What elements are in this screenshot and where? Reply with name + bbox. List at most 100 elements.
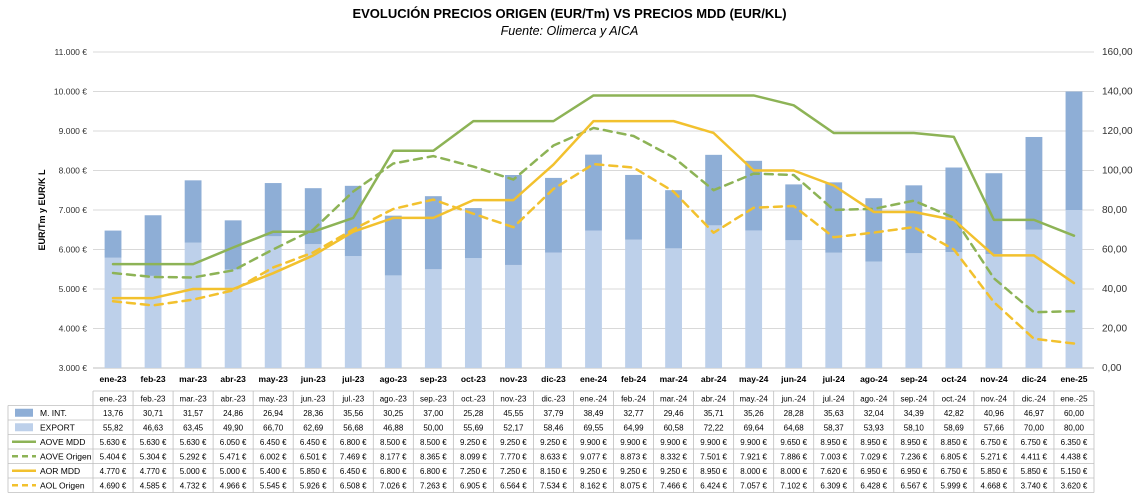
table-cell: 5.630 € (140, 438, 167, 447)
table-cell: 8.000 € (780, 467, 807, 476)
bar-export (665, 248, 682, 368)
table-header-cell: ene.-25 (1060, 395, 1088, 404)
table-cell: 8.150 € (540, 467, 567, 476)
line-aove-origen (111, 126, 1076, 314)
right-axis-tick: 20,00 (1102, 324, 1127, 335)
table-cell: 31,57 (183, 409, 204, 418)
bar-export (785, 240, 803, 368)
x-axis-tick: mar-23 (179, 374, 207, 384)
left-axis-tick: 6.000 € (59, 245, 88, 255)
table-cell: 5.545 € (260, 481, 287, 490)
table-cell: 7.263 € (420, 481, 447, 490)
table-cell: 28,28 (784, 409, 805, 418)
table-cell: 7.250 € (460, 467, 487, 476)
table-cell: 9.900 € (740, 438, 767, 447)
table-cell: 5.400 € (260, 467, 287, 476)
table-cell: 5.926 € (300, 481, 327, 490)
table-cell: 8.000 € (740, 467, 767, 476)
table-header-cell: feb.-23 (141, 395, 166, 404)
table-cell: 7.003 € (820, 452, 847, 461)
table-cell: 38,49 (583, 409, 604, 418)
right-axis-tick: 0,00 (1102, 363, 1122, 374)
table-cell: 6.508 € (340, 481, 367, 490)
bar-m-int (304, 188, 322, 245)
table-cell: 4.770 € (100, 467, 127, 476)
table-cell: 6.800 € (380, 467, 407, 476)
table-cell: 7.770 € (500, 452, 527, 461)
bar-m-int (665, 190, 682, 249)
left-axis-tick: 8.000 € (59, 166, 88, 176)
table-cell: 56,68 (343, 423, 364, 432)
right-axis-tick: 120,00 (1102, 126, 1133, 137)
y-axis-label: EUR/Tm y EUR/K L (37, 169, 47, 251)
x-axis-tick: dic-23 (541, 374, 566, 384)
bar-m-int (825, 182, 843, 253)
right-axis-tick: 140,00 (1102, 87, 1133, 98)
bar-m-int (224, 220, 242, 270)
table-cell: 30,25 (383, 409, 404, 418)
table-cell: 35,71 (704, 409, 725, 418)
bar-m-int (464, 208, 482, 259)
table-cell: 80,00 (1064, 423, 1085, 432)
table-cell: 6.501 € (300, 452, 327, 461)
x-axis-tick: abr-23 (220, 374, 246, 384)
bar-export (344, 256, 362, 368)
table-cell: 8.099 € (460, 452, 487, 461)
table-cell: 4.770 € (140, 467, 167, 476)
table-cell: 6.350 € (1061, 438, 1088, 447)
table-cell: 9.900 € (580, 438, 607, 447)
left-axis-tick: 3.000 € (59, 363, 88, 373)
x-axis-tick: abr-24 (701, 374, 727, 384)
table-cell: 5.850 € (1021, 467, 1048, 476)
table-cell: 7.921 € (740, 452, 767, 461)
bar-export (1025, 229, 1043, 368)
chart-subtitle: Fuente: Olimerca y AICA (500, 24, 639, 38)
table-cell: 40,96 (984, 409, 1005, 418)
line-aol-origen (111, 162, 1076, 345)
table-cell: 13,76 (103, 409, 124, 418)
table-cell: 72,22 (704, 423, 725, 432)
legend-label: M. INT. (40, 408, 67, 418)
table-cell: 29,46 (664, 409, 685, 418)
table-header-cell: feb.-24 (621, 395, 646, 404)
bar-m-int (905, 185, 923, 254)
table-cell: 64,68 (784, 423, 805, 432)
bar-export (825, 252, 843, 368)
bar-m-int (785, 184, 803, 241)
table-cell: 46,97 (1024, 409, 1045, 418)
bar-m-int (1065, 91, 1083, 210)
table-cell: 8.950 € (820, 438, 847, 447)
table-cell: 6.309 € (820, 481, 847, 490)
table-cell: 8.365 € (420, 452, 447, 461)
table-cell: 9.250 € (540, 438, 567, 447)
table-cell: 46,63 (143, 423, 164, 432)
bar-export (505, 264, 522, 368)
left-axis-tick: 7.000 € (59, 205, 88, 215)
table-cell: 9.900 € (700, 438, 727, 447)
table-cell: 28,36 (303, 409, 324, 418)
table-header-cell: sep.-23 (420, 395, 447, 404)
x-axis-tick: oct-24 (941, 374, 966, 384)
table-cell: 35,26 (744, 409, 765, 418)
right-axis-tick: 100,00 (1102, 166, 1133, 177)
table-cell: 5.304 € (140, 452, 167, 461)
bar-export (545, 252, 562, 368)
bar-m-int (184, 180, 202, 243)
table-cell: 70,00 (1024, 423, 1045, 432)
table-cell: 5.471 € (220, 452, 247, 461)
table-cell: 6.424 € (700, 481, 727, 490)
table-cell: 63,45 (183, 423, 204, 432)
table-cell: 66,70 (263, 423, 284, 432)
table-cell: 60,00 (1064, 409, 1085, 418)
bar-export (424, 269, 442, 368)
table-cell: 6.750 € (941, 467, 968, 476)
table-cell: 8.633 € (540, 452, 567, 461)
table-header-cell: mar.-23 (180, 395, 208, 404)
bar-m-int (424, 196, 442, 270)
table-cell: 6.750 € (981, 438, 1008, 447)
table-cell: 6.905 € (460, 481, 487, 490)
table-cell: 8.177 € (380, 452, 407, 461)
table-cell: 9.250 € (460, 438, 487, 447)
bar-m-int (625, 174, 642, 240)
x-axis-tick: ago-24 (860, 374, 888, 384)
